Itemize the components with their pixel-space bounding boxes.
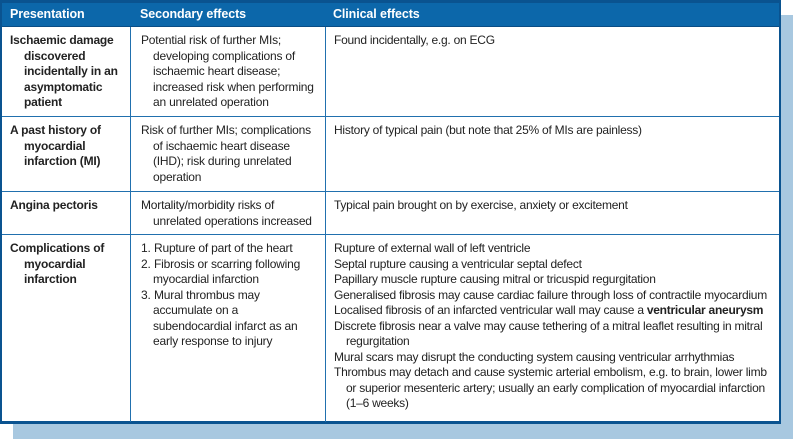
- clinical-line: Septal rupture causing a ventricular sep…: [334, 256, 582, 271]
- table-row: Complications of myocardial infarction 1…: [2, 234, 779, 422]
- cell-secondary-effects: 1. Rupture of part of the heart 2. Fibrosi…: [130, 235, 325, 422]
- clinical-line: Thrombus may detach and cause systemic a…: [334, 365, 767, 410]
- presentation-text: Complications of myocardial infarction: [10, 241, 105, 286]
- item-text: Rupture of part of the heart: [154, 241, 293, 255]
- cell-presentation: Ischaemic damage discovered incidentally…: [2, 27, 130, 116]
- clinical-text: History of typical pain (but note that 2…: [334, 123, 642, 137]
- clinical-line: Generalised fibrosis may cause cardiac f…: [334, 287, 767, 302]
- table-row: Angina pectoris Mortality/morbidity risk…: [2, 191, 779, 234]
- secondary-text: Risk of further MIs; complications of is…: [141, 123, 311, 184]
- cell-clinical-effects: History of typical pain (but note that 2…: [325, 117, 779, 191]
- cell-secondary-effects: Potential risk of further MIs; developin…: [130, 27, 325, 116]
- cell-clinical-effects: Typical pain brought on by exercise, anx…: [325, 192, 779, 234]
- presentation-text: A past history of myocardial infarction …: [10, 123, 101, 168]
- table-header-row: Presentation Secondary effects Clinical …: [2, 3, 779, 27]
- clinical-line-text: Localised fibrosis of an infarcted ventr…: [334, 303, 647, 317]
- cell-presentation: Angina pectoris: [2, 192, 130, 234]
- bold-term: ventricular aneurysm: [646, 303, 764, 317]
- cell-clinical-effects: Found incidentally, e.g. on ECG: [325, 27, 779, 116]
- clinical-effects-table: Presentation Secondary effects Clinical …: [0, 0, 781, 424]
- clinical-line: Localised fibrosis of an infarcted ventr…: [334, 303, 775, 319]
- clinical-text: Found incidentally, e.g. on ECG: [334, 33, 495, 47]
- table-row: A past history of myocardial infarction …: [2, 116, 779, 191]
- clinical-line: Mural scars may disrupt the conducting s…: [334, 349, 735, 364]
- cell-presentation: A past history of myocardial infarction …: [2, 117, 130, 191]
- presentation-text: Ischaemic damage discovered incidentally…: [10, 33, 118, 109]
- numbered-item-2: 2. Fibrosis or scarring following myocard…: [141, 257, 319, 288]
- item-text: Fibrosis or scarring following myocardia…: [153, 256, 301, 287]
- item-number: 1.: [141, 241, 151, 255]
- numbered-item-1: 1. Rupture of part of the heart: [141, 241, 319, 257]
- cell-secondary-effects: Mortality/morbidity risks of unrelated o…: [130, 192, 325, 234]
- item-text: Mural thrombus may accumulate on a suben…: [153, 287, 298, 349]
- secondary-text: Mortality/morbidity risks of unrelated o…: [141, 198, 312, 228]
- column-header-presentation: Presentation: [10, 6, 85, 21]
- table-row: Ischaemic damage discovered incidentally…: [2, 27, 779, 116]
- item-number: 2.: [141, 256, 151, 271]
- cell-secondary-effects: Risk of further MIs; complications of is…: [130, 117, 325, 191]
- column-header-clinical-effects: Clinical effects: [333, 6, 420, 21]
- clinical-line: Discrete fibrosis near a valve may cause…: [334, 318, 763, 349]
- clinical-line: Papillary muscle rupture causing mitral …: [334, 272, 656, 286]
- presentation-text: Angina pectoris: [10, 198, 98, 212]
- column-header-secondary-effects: Secondary effects: [140, 6, 246, 21]
- clinical-text: Typical pain brought on by exercise, anx…: [334, 198, 628, 212]
- item-number: 3.: [141, 287, 151, 302]
- numbered-item-3: 3. Mural thrombus may accumulate on a sub…: [141, 288, 319, 350]
- secondary-text: Potential risk of further MIs; developin…: [141, 33, 314, 109]
- cell-presentation: Complications of myocardial infarction: [2, 235, 130, 422]
- cell-clinical-effects: Rupture of external wall of left ventric…: [325, 235, 779, 422]
- clinical-line: Rupture of external wall of left ventric…: [334, 241, 531, 255]
